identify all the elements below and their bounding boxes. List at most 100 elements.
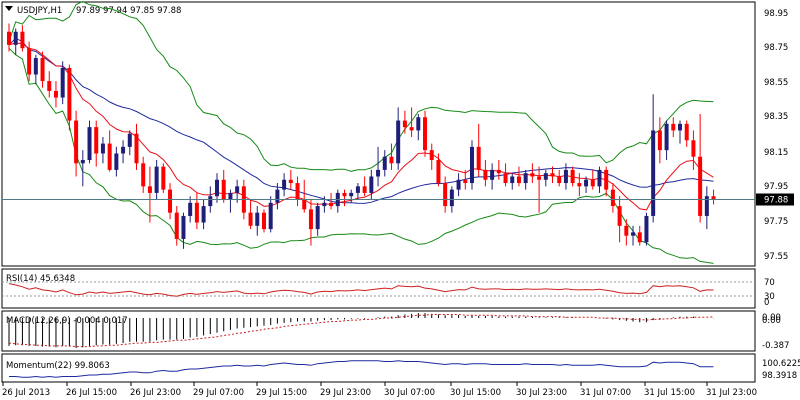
candle-body	[563, 169, 568, 184]
candle-body	[302, 199, 307, 210]
candle-body	[624, 225, 629, 236]
price-tick: 98.15	[764, 148, 788, 158]
candle-body	[248, 212, 253, 226]
candle-body	[476, 146, 481, 170]
lower-band-line	[8, 47, 714, 264]
candle-body	[570, 169, 575, 184]
candle-body	[114, 153, 119, 170]
candle-body	[463, 179, 468, 184]
candle-body	[657, 130, 662, 151]
candle-body	[87, 127, 92, 161]
candle-body	[322, 202, 327, 207]
candle-body	[651, 130, 656, 216]
symbol-label: USDJPY,H1	[17, 6, 62, 16]
candle-body	[53, 90, 58, 98]
momentum-label: Momentum(22) 99.8063	[6, 361, 110, 371]
time-label: 26 Jul 15:00	[66, 388, 117, 398]
candle-body	[315, 206, 320, 230]
price-panel[interactable]	[1, 1, 756, 267]
candle-body	[255, 212, 260, 226]
candle-body	[134, 133, 139, 164]
candle-body	[389, 156, 394, 164]
candle-body	[449, 189, 454, 207]
candle-body	[671, 123, 676, 131]
time-label: 30 Jul 23:00	[516, 388, 567, 398]
candle-body	[147, 186, 152, 193]
momentum-axis-label: 100.6225	[762, 359, 800, 369]
price-tick: 98.95	[764, 9, 788, 19]
moving-averages	[8, 37, 714, 211]
candle-body	[597, 169, 602, 187]
macd-axis-label: -0.387	[762, 341, 789, 351]
candle-body	[47, 81, 52, 91]
price-tick: 97.75	[764, 217, 788, 227]
candle-body	[617, 206, 622, 226]
candle-body	[228, 192, 233, 200]
price-tick: 98.75	[764, 43, 788, 53]
candle-body	[13, 31, 18, 45]
time-label: 31 Jul 07:00	[580, 388, 631, 398]
candle-body	[456, 179, 461, 190]
candle-body	[355, 186, 360, 193]
candle-body	[704, 196, 709, 216]
price-axis: 98.95 98.75 98.55 98.35 98.15 97.95 97.7…	[764, 9, 788, 262]
candle-body	[194, 202, 199, 223]
candle-body	[644, 215, 649, 243]
candle-body	[684, 123, 689, 141]
momentum-line	[9, 360, 714, 378]
rsi-line	[8, 283, 714, 297]
candle-body	[402, 120, 407, 128]
rsi-label: RSI(14) 45.6348	[6, 274, 75, 284]
price-tick: 98.55	[764, 78, 788, 88]
candle-body	[678, 123, 682, 131]
upper-band-line	[8, 0, 714, 172]
candle-body	[20, 31, 25, 49]
candle-body	[698, 156, 703, 216]
candle-body	[221, 179, 226, 200]
candle-body	[610, 189, 615, 207]
candle-body	[664, 123, 669, 151]
price-tick: 97.55	[764, 252, 788, 262]
current-price-value: 97.88	[764, 196, 788, 206]
time-label: 29 Jul 23:00	[320, 388, 371, 398]
candle-body	[557, 176, 562, 184]
candle-body	[80, 160, 85, 164]
candle-body	[396, 120, 401, 164]
candle-body	[382, 156, 387, 170]
macd-axis-label: 0.00	[762, 316, 781, 326]
candle-body	[510, 176, 515, 184]
rsi-level-label: 0	[764, 298, 769, 308]
price-tick: 97.95	[764, 182, 788, 192]
candle-body	[436, 160, 441, 184]
momentum-axis-label: 98.3918	[762, 371, 797, 381]
candle-body	[329, 202, 334, 207]
slow-ma-line	[8, 37, 714, 204]
time-label: 30 Jul 15:00	[450, 388, 501, 398]
time-label: 31 Jul 23:00	[706, 388, 757, 398]
ohlc-readout: 97.89 97.94 97.85 97.88	[76, 6, 181, 16]
candle-body	[490, 169, 495, 180]
momentum-panel[interactable]	[1, 353, 756, 383]
candle-body	[295, 183, 300, 200]
candle-body	[423, 117, 428, 151]
candle-body	[537, 176, 542, 180]
candle-body	[530, 173, 535, 177]
candle-body	[27, 48, 32, 75]
candle-body	[141, 163, 146, 187]
fast-ma-line	[8, 42, 714, 211]
candle-body	[637, 232, 642, 243]
candle-body	[121, 146, 126, 154]
candle-body	[174, 212, 179, 239]
candle-body	[550, 173, 555, 177]
candle-body	[711, 196, 716, 200]
candle-body	[168, 189, 173, 213]
time-label: 29 Jul 07:00	[193, 388, 244, 398]
candle-body	[469, 146, 474, 184]
collapse-triangle-icon[interactable]	[5, 6, 13, 11]
candle-body	[7, 31, 11, 45]
candle-body	[208, 196, 213, 207]
time-label: 30 Jul 07:00	[384, 388, 435, 398]
macd-label: MACD(12,26,9) -0.004 0.017	[6, 316, 128, 326]
time-axis: 26 Jul 2013 26 Jul 15:00 26 Jul 23:00 29 Ju…	[2, 382, 757, 398]
